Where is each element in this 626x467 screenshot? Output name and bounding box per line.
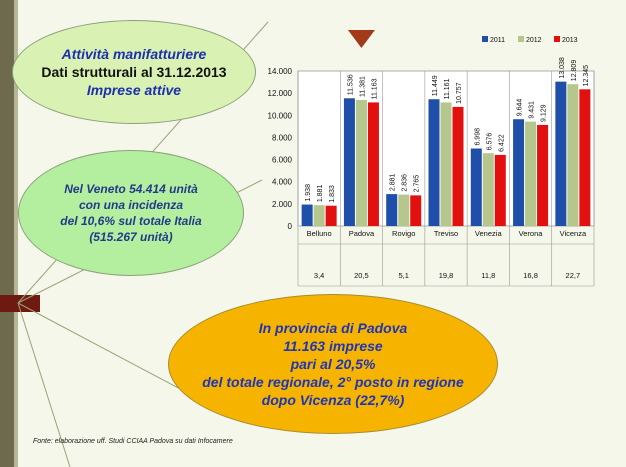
- left-side-stripe: [14, 0, 18, 467]
- y-tick-label: 0: [288, 222, 293, 231]
- y-tick-label: 12.000: [268, 89, 293, 98]
- veneto-line-2: con una incidenza: [78, 198, 183, 212]
- padova-oval: In provincia di Padova 11.163 imprese pa…: [168, 294, 498, 434]
- padova-line-4: del totale regionale, 2° posto in region…: [202, 374, 464, 390]
- bar-value-label: 13.038: [559, 57, 566, 79]
- bar-value-label: 6.576: [486, 133, 493, 151]
- y-tick-label: 10.000: [268, 111, 293, 120]
- padova-line-1: In provincia di Padova: [258, 320, 408, 336]
- bar-value-label: 10.757: [456, 82, 463, 104]
- title-line-1: Attività manifatturiere: [61, 46, 207, 62]
- bar-value-label: 11.449: [432, 75, 439, 96]
- category-label: Belluno: [307, 229, 332, 238]
- padova-line-5: dopo Vicenza (22,7%): [261, 392, 405, 408]
- legend-swatch: [482, 36, 488, 42]
- category-label: Padova: [349, 229, 375, 238]
- bar-2011: [301, 204, 313, 226]
- bar-2011: [555, 81, 567, 226]
- bar-2011: [386, 194, 398, 226]
- category-label: Venezia: [475, 229, 503, 238]
- title-line-2: Dati strutturali al 31.12.2013: [41, 64, 227, 80]
- bar-value-label: 2.881: [390, 173, 397, 191]
- bar-value-label: 6.422: [498, 134, 505, 152]
- category-label: Treviso: [434, 229, 458, 238]
- bar-value-label: 2.836: [402, 174, 409, 192]
- bar-2012: [313, 205, 325, 226]
- left-side-band: [0, 0, 14, 467]
- category-label: Verona: [519, 229, 544, 238]
- share-label: 22,7: [566, 271, 581, 280]
- bar-2013: [537, 124, 549, 226]
- bar-2012: [525, 121, 537, 226]
- highlight-arrow: [347, 30, 375, 48]
- bar-value-label: 1.881: [317, 185, 324, 203]
- bar-2013: [325, 205, 337, 226]
- veneto-oval: Nel Veneto 54.414 unità con una incidenz…: [18, 150, 244, 276]
- bar-2012: [482, 153, 494, 226]
- y-tick-label: 8.000: [272, 133, 293, 142]
- bar-value-label: 1.938: [305, 184, 312, 202]
- bar-2012: [567, 84, 579, 227]
- bar-2013: [579, 89, 591, 226]
- padova-line-3: pari al 20,5%: [290, 356, 376, 372]
- bar-chart: 0 2.000 4.000 6.000 8.000 10.000 12.000 14.000 1…: [268, 30, 595, 287]
- bar-value-label: 11.163: [371, 78, 378, 99]
- bar-value-label: 9.129: [541, 104, 548, 122]
- bar-2013: [367, 102, 379, 226]
- bar-value-label: 9.431: [529, 101, 536, 119]
- legend-label: 2012: [526, 37, 542, 44]
- bar-2013: [410, 195, 422, 226]
- share-label: 20,5: [354, 271, 369, 280]
- title-line-3: Imprese attive: [86, 82, 182, 98]
- bar-value-label: 11.381: [359, 76, 366, 97]
- legend-swatch: [518, 36, 524, 42]
- share-label: 3,4: [314, 271, 324, 280]
- veneto-line-4: (515.267 unità): [89, 230, 173, 244]
- bar-value-label: 2.765: [414, 175, 421, 193]
- bar-2013: [494, 154, 506, 226]
- title-oval: Attività manifatturiere Dati strutturali…: [12, 20, 256, 124]
- category-label: Rovigo: [392, 229, 415, 238]
- y-tick-label: 6.000: [272, 156, 293, 165]
- bar-2013: [452, 106, 464, 226]
- bar-value-label: 1.833: [329, 185, 336, 203]
- share-label: 5,1: [398, 271, 408, 280]
- padova-line-2: 11.163 imprese: [283, 338, 383, 354]
- bar-value-label: 12.345: [583, 65, 590, 87]
- bar-value-label: 11.161: [444, 78, 451, 99]
- bar-value-label: 12.809: [571, 60, 578, 82]
- y-tick-label: 2.000: [272, 200, 293, 209]
- category-label: Vicenza: [560, 229, 587, 238]
- bar-value-label: 11.536: [347, 74, 354, 95]
- y-tick-label: 14.000: [268, 67, 293, 76]
- veneto-line-1: Nel Veneto 54.414 unità: [64, 182, 198, 196]
- share-label: 11,8: [481, 271, 495, 280]
- bar-2012: [398, 194, 410, 226]
- source-note: Fonte: elaborazione uff. Studi CCIAA Pad…: [33, 438, 233, 445]
- bar-2012: [355, 99, 367, 226]
- bar-2011: [428, 99, 440, 226]
- legend-label: 2013: [562, 37, 578, 44]
- share-label: 19,8: [439, 271, 454, 280]
- bar-2011: [513, 119, 525, 226]
- bar-2012: [440, 102, 452, 226]
- veneto-line-3: del 10,6% sul totale Italia: [60, 214, 202, 228]
- legend-swatch: [554, 36, 560, 42]
- bar-2011: [343, 98, 355, 226]
- bar-value-label: 9.644: [517, 99, 524, 117]
- legend-label: 2011: [490, 37, 505, 44]
- share-label: 16,8: [523, 271, 538, 280]
- bar-value-label: 6.998: [474, 128, 481, 146]
- bar-2011: [470, 148, 482, 226]
- y-tick-label: 4.000: [272, 178, 293, 187]
